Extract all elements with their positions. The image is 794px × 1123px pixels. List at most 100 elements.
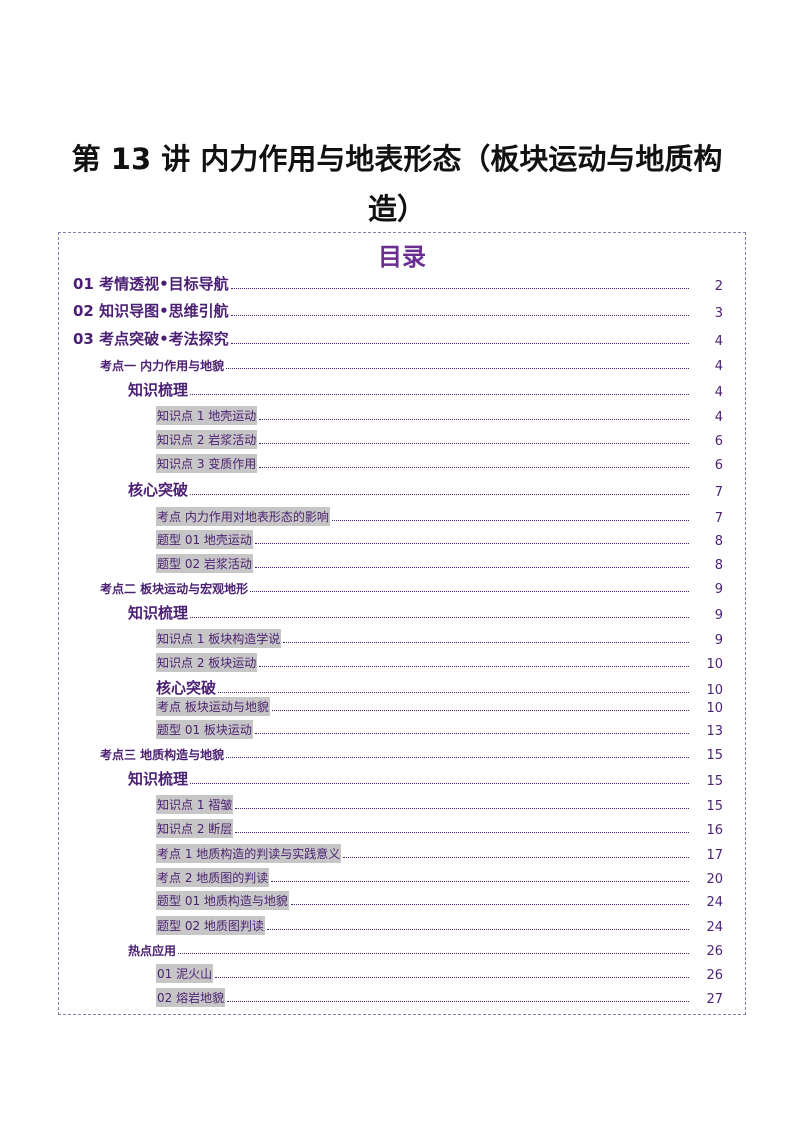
- toc-entry-label: 01 泥火山: [156, 964, 214, 983]
- toc-entry[interactable]: 知识点 1 褶皱 15: [59, 792, 745, 814]
- toc-entry-page: 26: [706, 944, 723, 959]
- toc-entry-page: 7: [714, 511, 723, 526]
- toc-entry[interactable]: 考点二 板块运动与宏观地形 9: [59, 575, 745, 597]
- toc-entry-label: 考点 1 地质构造的判读与实践意义: [156, 844, 342, 863]
- toc-entry[interactable]: 02 知识导图•思维引航 3: [59, 299, 745, 321]
- toc-entry-label: 知识点 1 地壳运动: [156, 406, 258, 425]
- toc-entry-label: 热点应用: [128, 944, 177, 958]
- leader-dots: [230, 342, 689, 344]
- toc-entry[interactable]: 热点应用 26: [59, 937, 745, 959]
- leader-dots: [254, 542, 689, 544]
- leader-dots: [254, 566, 689, 568]
- document-title: 第 13 讲 内力作用与地表形态（板块运动与地质构 造）: [40, 134, 754, 234]
- leader-dots: [190, 393, 689, 395]
- toc-entry[interactable]: 核心突破 10: [59, 676, 745, 698]
- toc-entry[interactable]: 考点 板块运动与地貌 10: [59, 694, 745, 716]
- toc-entry[interactable]: 考点 1 地质构造的判读与实践意义 17: [59, 841, 745, 863]
- toc-entry-page: 17: [706, 848, 723, 863]
- toc-entry[interactable]: 题型 01 地壳运动 8: [59, 527, 745, 549]
- toc-entry-page: 27: [706, 992, 723, 1007]
- toc-entry[interactable]: 02 熔岩地貌 27: [59, 985, 745, 1007]
- toc-entry-label: 题型 01 地质构造与地貌: [156, 891, 289, 910]
- toc-entry-label: 02 知识导图•思维引航: [73, 302, 229, 320]
- toc-entry-page: 6: [714, 434, 723, 449]
- toc-entry[interactable]: 知识梳理 15: [59, 767, 745, 789]
- toc-entry[interactable]: 知识点 1 地壳运动 4: [59, 403, 745, 425]
- toc-entry-label: 知识梳理: [128, 770, 189, 788]
- toc-entry-page: 24: [706, 895, 723, 910]
- toc-entry[interactable]: 知识点 3 变质作用 6: [59, 451, 745, 473]
- toc-entry-page: 4: [714, 359, 723, 374]
- toc-entry-label: 题型 01 板块运动: [156, 720, 253, 739]
- toc-entry-page: 10: [706, 683, 723, 698]
- title-line-1: 第 13 讲 内力作用与地表形态（板块运动与地质构: [71, 142, 723, 176]
- leader-dots: [215, 976, 689, 978]
- toc-entry-label: 考点一 内力作用与地貌: [100, 359, 225, 373]
- toc-entry-label: 考点 板块运动与地貌: [156, 697, 270, 716]
- leader-dots: [259, 442, 689, 444]
- leader-dots: [254, 732, 689, 734]
- toc-entry-page: 8: [714, 534, 723, 549]
- toc-entry[interactable]: 03 考点突破•考法探究 4: [59, 327, 745, 349]
- leader-dots: [259, 418, 689, 420]
- toc-entry-label: 题型 02 地质图判读: [156, 916, 265, 935]
- toc-entry[interactable]: 题型 01 板块运动 13: [59, 717, 745, 739]
- toc-entry-label: 知识梳理: [128, 604, 189, 622]
- leader-dots: [190, 493, 689, 495]
- toc-entry[interactable]: 题型 02 岩浆活动 8: [59, 551, 745, 573]
- toc-entry[interactable]: 核心突破 7: [59, 478, 745, 500]
- toc-entry-label: 知识点 2 岩浆活动: [156, 430, 258, 449]
- toc-entry[interactable]: 考点 内力作用对地表形态的影响 7: [59, 504, 745, 526]
- toc-entry[interactable]: 知识点 2 岩浆活动 6: [59, 427, 745, 449]
- toc-entry-page: 6: [714, 458, 723, 473]
- leader-dots: [259, 466, 689, 468]
- toc-entry-label: 知识点 1 褶皱: [156, 795, 234, 814]
- toc-entry-label: 考点二 板块运动与宏观地形: [100, 582, 249, 596]
- leader-dots: [190, 616, 689, 618]
- leader-dots: [227, 1000, 689, 1002]
- toc-entry-label: 核心突破: [128, 481, 189, 499]
- toc-entry-page: 9: [714, 608, 723, 623]
- leader-dots: [226, 367, 689, 369]
- toc-entry[interactable]: 知识点 2 断层 16: [59, 816, 745, 838]
- toc-entry[interactable]: 题型 01 地质构造与地貌 24: [59, 888, 745, 910]
- toc-entry-label: 核心突破: [156, 679, 217, 697]
- toc-entry-page: 2: [714, 279, 723, 294]
- toc-entry-label: 题型 01 地壳运动: [156, 530, 253, 549]
- leader-dots: [178, 952, 689, 954]
- toc-entry-page: 3: [714, 306, 723, 321]
- toc-entry-page: 16: [706, 823, 723, 838]
- leader-dots: [190, 782, 689, 784]
- toc-entry-page: 15: [706, 748, 723, 763]
- leader-dots: [235, 807, 689, 809]
- toc-entry-label: 03 考点突破•考法探究: [73, 330, 229, 348]
- toc-entry-page: 9: [714, 582, 723, 597]
- toc-entry-page: 4: [714, 385, 723, 400]
- toc-entry[interactable]: 知识梳理 4: [59, 378, 745, 400]
- leader-dots: [290, 903, 689, 905]
- toc-entry-page: 20: [706, 872, 723, 887]
- leader-dots: [230, 287, 689, 289]
- leader-dots: [259, 665, 689, 667]
- toc-entry-label: 考点 2 地质图的判读: [156, 868, 270, 887]
- toc-entry[interactable]: 知识梳理 9: [59, 601, 745, 623]
- title-line-2: 造）: [367, 192, 426, 226]
- toc-entry[interactable]: 题型 02 地质图判读 24: [59, 913, 745, 935]
- toc-entry-page: 4: [714, 334, 723, 349]
- toc-entry[interactable]: 01 泥火山 26: [59, 961, 745, 983]
- toc-entry[interactable]: 考点一 内力作用与地貌 4: [59, 352, 745, 374]
- toc-heading: 目录: [378, 243, 426, 271]
- toc-entry-label: 01 考情透视•目标导航: [73, 275, 229, 293]
- leader-dots: [226, 756, 689, 758]
- toc-entry[interactable]: 01 考情透视•目标导航 2: [59, 272, 745, 294]
- toc-entry[interactable]: 知识点 2 板块运动 10: [59, 650, 745, 672]
- toc-entry[interactable]: 考点 2 地质图的判读 20: [59, 865, 745, 887]
- toc-entry-label: 题型 02 岩浆活动: [156, 554, 253, 573]
- toc-entry-page: 9: [714, 633, 723, 648]
- leader-dots: [343, 856, 689, 858]
- toc-entry[interactable]: 知识点 1 板块构造学说 9: [59, 626, 745, 648]
- toc-entry[interactable]: 考点三 地质构造与地貌 15: [59, 741, 745, 763]
- toc-entry-label: 知识梳理: [128, 381, 189, 399]
- toc-entry-page: 4: [714, 410, 723, 425]
- toc-entry-page: 13: [706, 724, 723, 739]
